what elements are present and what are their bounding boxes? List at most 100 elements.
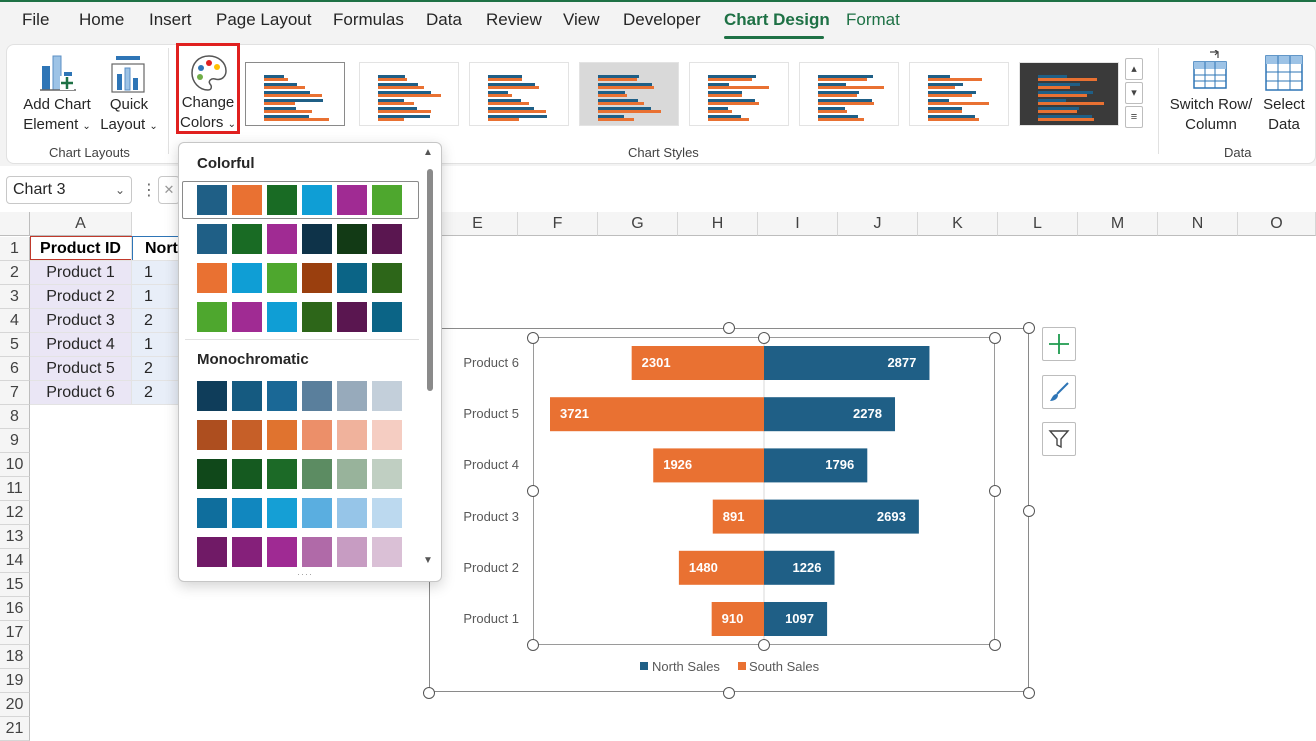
monochromatic-swatch[interactable] [232, 498, 262, 528]
colorful-swatch[interactable] [337, 302, 367, 332]
monochromatic-swatch[interactable] [302, 498, 332, 528]
select-data-button[interactable]: Select Data [1256, 46, 1312, 138]
monochromatic-swatch[interactable] [302, 459, 332, 489]
colorful-swatch[interactable] [372, 302, 402, 332]
product-id-cell[interactable]: Product 3 [30, 309, 132, 333]
monochromatic-swatch[interactable] [302, 420, 332, 450]
row-header-11[interactable]: 11 [0, 477, 30, 501]
monochromatic-swatch[interactable] [267, 537, 297, 567]
resize-handle-tr[interactable] [1023, 322, 1035, 334]
scroll-up-icon[interactable]: ▲ [423, 147, 433, 158]
colorful-swatch[interactable] [302, 302, 332, 332]
chart-style-thumbnail[interactable] [245, 62, 345, 126]
select-all-corner[interactable] [0, 212, 30, 236]
row-header-18[interactable]: 18 [0, 645, 30, 669]
north-sales-bar[interactable] [764, 550, 835, 585]
monochromatic-swatch[interactable] [232, 381, 262, 411]
monochromatic-swatch[interactable] [302, 381, 332, 411]
row-header-7[interactable]: 7 [0, 381, 30, 405]
row-header-1[interactable]: 1 [0, 237, 30, 261]
column-header-g[interactable]: G [598, 212, 678, 236]
monochromatic-swatch[interactable] [337, 381, 367, 411]
monochromatic-swatch[interactable] [372, 459, 402, 489]
tab-page-layout[interactable]: Page Layout [216, 10, 312, 29]
row-header-21[interactable]: 21 [0, 717, 30, 741]
row-header-14[interactable]: 14 [0, 549, 30, 573]
row-header-15[interactable]: 15 [0, 573, 30, 597]
chart-style-thumbnail[interactable] [909, 62, 1009, 126]
north-sales-cell[interactable]: 1 [132, 333, 182, 357]
column-header-n[interactable]: N [1158, 212, 1238, 236]
column-header-k[interactable]: K [918, 212, 998, 236]
row-header-3[interactable]: 3 [0, 285, 30, 309]
column-header-h[interactable]: H [678, 212, 758, 236]
monochromatic-swatch[interactable] [197, 459, 227, 489]
monochromatic-swatch[interactable] [232, 537, 262, 567]
resize-handle-t[interactable] [723, 322, 735, 334]
column-header-f[interactable]: F [518, 212, 598, 236]
product-id-cell[interactable]: Product 2 [30, 285, 132, 309]
colorful-swatch[interactable] [232, 224, 262, 254]
tab-insert[interactable]: Insert [149, 10, 192, 29]
switch-row-column-button[interactable]: Switch Row/ Column [1166, 46, 1256, 138]
column-header-j[interactable]: J [838, 212, 918, 236]
monochromatic-swatch[interactable] [302, 537, 332, 567]
row-header-19[interactable]: 19 [0, 669, 30, 693]
south-sales-bar[interactable] [712, 499, 764, 534]
north-sales-cell[interactable]: 1 [132, 285, 182, 309]
chart-style-thumbnail[interactable] [359, 62, 459, 126]
resize-handle-b[interactable] [723, 687, 735, 699]
monochromatic-swatch[interactable] [232, 420, 262, 450]
colorful-swatch[interactable] [232, 263, 262, 293]
product-id-cell[interactable]: Product 4 [30, 333, 132, 357]
row-header-9[interactable]: 9 [0, 429, 30, 453]
chart-elements-button[interactable] [1042, 327, 1076, 361]
plot-handle-br[interactable] [989, 639, 1001, 651]
column-header-l[interactable]: L [998, 212, 1078, 236]
tab-format[interactable]: Format [846, 10, 900, 29]
gallery-scroll-up-button[interactable]: ▴ [1125, 58, 1143, 80]
column-header-i[interactable]: I [758, 212, 838, 236]
colorful-swatch[interactable] [372, 224, 402, 254]
column-header-o[interactable]: O [1238, 212, 1316, 236]
colorful-swatch[interactable] [232, 185, 262, 215]
south-sales-bar[interactable] [631, 346, 764, 380]
row-header-10[interactable]: 10 [0, 453, 30, 477]
chart-style-thumbnail[interactable] [799, 62, 899, 126]
row-header-20[interactable]: 20 [0, 693, 30, 717]
header-cell-product-id[interactable]: Product ID [30, 237, 132, 261]
row-header-4[interactable]: 4 [0, 309, 30, 333]
plot-handle-t[interactable] [758, 332, 770, 344]
column-header-e[interactable]: E [438, 212, 518, 236]
north-sales-bar[interactable] [764, 499, 919, 534]
colorful-swatch[interactable] [337, 224, 367, 254]
colorful-swatch[interactable] [232, 302, 262, 332]
tab-chart-design[interactable]: Chart Design [724, 10, 830, 29]
monochromatic-swatch[interactable] [337, 498, 367, 528]
north-sales-bar[interactable] [764, 346, 930, 380]
monochromatic-swatch[interactable] [337, 420, 367, 450]
colorful-swatch[interactable] [372, 185, 402, 215]
monochromatic-swatch[interactable] [197, 537, 227, 567]
colorful-swatch[interactable] [302, 185, 332, 215]
colorful-swatch[interactable] [267, 185, 297, 215]
column-header-a[interactable]: A [30, 212, 132, 236]
worksheet-grid[interactable]: A E F G H I J K L M N O 1 2 3 4 5 6 7 8 9 10 11 12 13 14 15 16 17 18 1… [0, 212, 1316, 741]
tab-formulas[interactable]: Formulas [333, 10, 404, 29]
product-id-cell[interactable]: Product 5 [30, 357, 132, 381]
quick-layout-button[interactable]: Quick Layout ⌄ [98, 46, 160, 138]
add-chart-element-button[interactable]: Add Chart Element ⌄ [14, 46, 100, 138]
chart-styles-button[interactable] [1042, 375, 1076, 409]
north-sales-bar[interactable] [764, 397, 896, 432]
monochromatic-swatch[interactable] [267, 498, 297, 528]
colorful-swatch[interactable] [197, 185, 227, 215]
monochromatic-swatch[interactable] [197, 381, 227, 411]
tab-developer[interactable]: Developer [623, 10, 701, 29]
monochromatic-swatch[interactable] [267, 459, 297, 489]
monochromatic-swatch[interactable] [232, 459, 262, 489]
row-header-8[interactable]: 8 [0, 405, 30, 429]
resize-handle-r[interactable] [1023, 505, 1035, 517]
colorful-swatch[interactable] [302, 263, 332, 293]
monochromatic-swatch[interactable] [372, 420, 402, 450]
monochromatic-swatch[interactable] [267, 381, 297, 411]
